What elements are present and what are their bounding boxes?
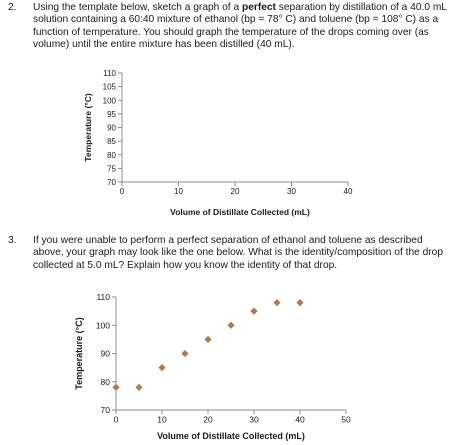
x-tick-label: 30 xyxy=(287,187,296,196)
x-tick-label: 20 xyxy=(231,187,240,196)
y-tick-label: 100 xyxy=(96,320,110,330)
x-tick-label: 40 xyxy=(295,415,305,425)
y-axis-title: Temperature (°C) xyxy=(74,317,84,389)
data-point xyxy=(135,383,143,391)
question-text: If you were unable to perform a perfect … xyxy=(33,235,443,271)
y-tick-label: 90 xyxy=(107,124,116,133)
y-tick-label: 100 xyxy=(103,96,117,105)
y-tick-label: 80 xyxy=(101,377,111,387)
y-tick-label: 70 xyxy=(107,178,116,187)
question-number: 2. xyxy=(8,2,17,13)
x-tick-label: 0 xyxy=(120,187,125,196)
x-tick-label: 10 xyxy=(174,187,183,196)
x-axis-title: Volume of Distillate Collected (mL) xyxy=(170,207,310,217)
y-tick-label: 110 xyxy=(96,292,110,302)
question-number: 3. xyxy=(8,235,17,246)
y-tick-label: 75 xyxy=(107,164,116,173)
data-point xyxy=(296,299,304,307)
data-point xyxy=(227,321,235,329)
x-tick-label: 20 xyxy=(203,415,213,425)
emphasis-perfect: perfect xyxy=(241,2,276,13)
y-tick-label: 90 xyxy=(101,349,111,359)
data-point xyxy=(112,383,120,391)
y-tick-label: 85 xyxy=(107,137,116,146)
x-tick-label: 10 xyxy=(157,415,167,425)
data-point xyxy=(158,364,166,372)
x-tick-label: 40 xyxy=(344,187,353,196)
data-point xyxy=(181,349,189,358)
data-point xyxy=(273,299,281,307)
data-point xyxy=(204,335,212,343)
y-tick-label: 110 xyxy=(103,69,116,78)
data-point xyxy=(250,307,258,315)
x-tick-label: 0 xyxy=(114,415,119,425)
question-text-start: Using the template below, sketch a graph… xyxy=(33,2,242,13)
x-tick-label: 30 xyxy=(249,415,259,425)
x-axis-title: Volume of Distillate Collected (mL) xyxy=(157,431,305,441)
y-tick-label: 70 xyxy=(101,405,111,415)
question-text-end: separation by distillation of a 40.0 mL … xyxy=(33,2,447,51)
question-text: Using the template below, sketch a graph… xyxy=(33,2,453,52)
x-tick-label: 50 xyxy=(341,415,351,425)
y-axis-title: Temperature (°C) xyxy=(83,93,93,162)
y-tick-label: 80 xyxy=(107,151,116,160)
y-tick-label: 95 xyxy=(107,110,116,119)
y-tick-label: 105 xyxy=(103,83,117,92)
